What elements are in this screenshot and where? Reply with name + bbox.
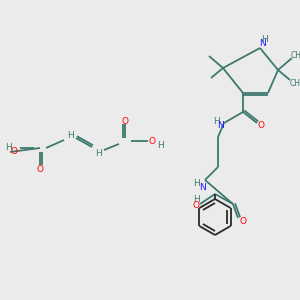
- Text: O: O: [239, 218, 247, 226]
- Text: H: H: [194, 178, 200, 188]
- Text: O: O: [193, 202, 200, 211]
- Text: O: O: [257, 122, 265, 130]
- Text: H: H: [157, 140, 164, 149]
- Text: H: H: [193, 196, 200, 205]
- Text: H: H: [262, 35, 268, 44]
- Text: N: N: [260, 38, 266, 47]
- Text: H: H: [94, 149, 101, 158]
- Text: N: N: [218, 121, 224, 130]
- Text: O: O: [122, 118, 128, 127]
- Text: O: O: [11, 148, 17, 157]
- Text: H: H: [68, 130, 74, 140]
- Text: O: O: [37, 166, 44, 175]
- Text: H: H: [4, 143, 11, 152]
- Text: CH₃: CH₃: [290, 79, 300, 88]
- Text: H: H: [214, 116, 220, 125]
- Text: O: O: [148, 136, 155, 146]
- Text: CH₃: CH₃: [291, 52, 300, 61]
- Text: N: N: [199, 182, 206, 191]
